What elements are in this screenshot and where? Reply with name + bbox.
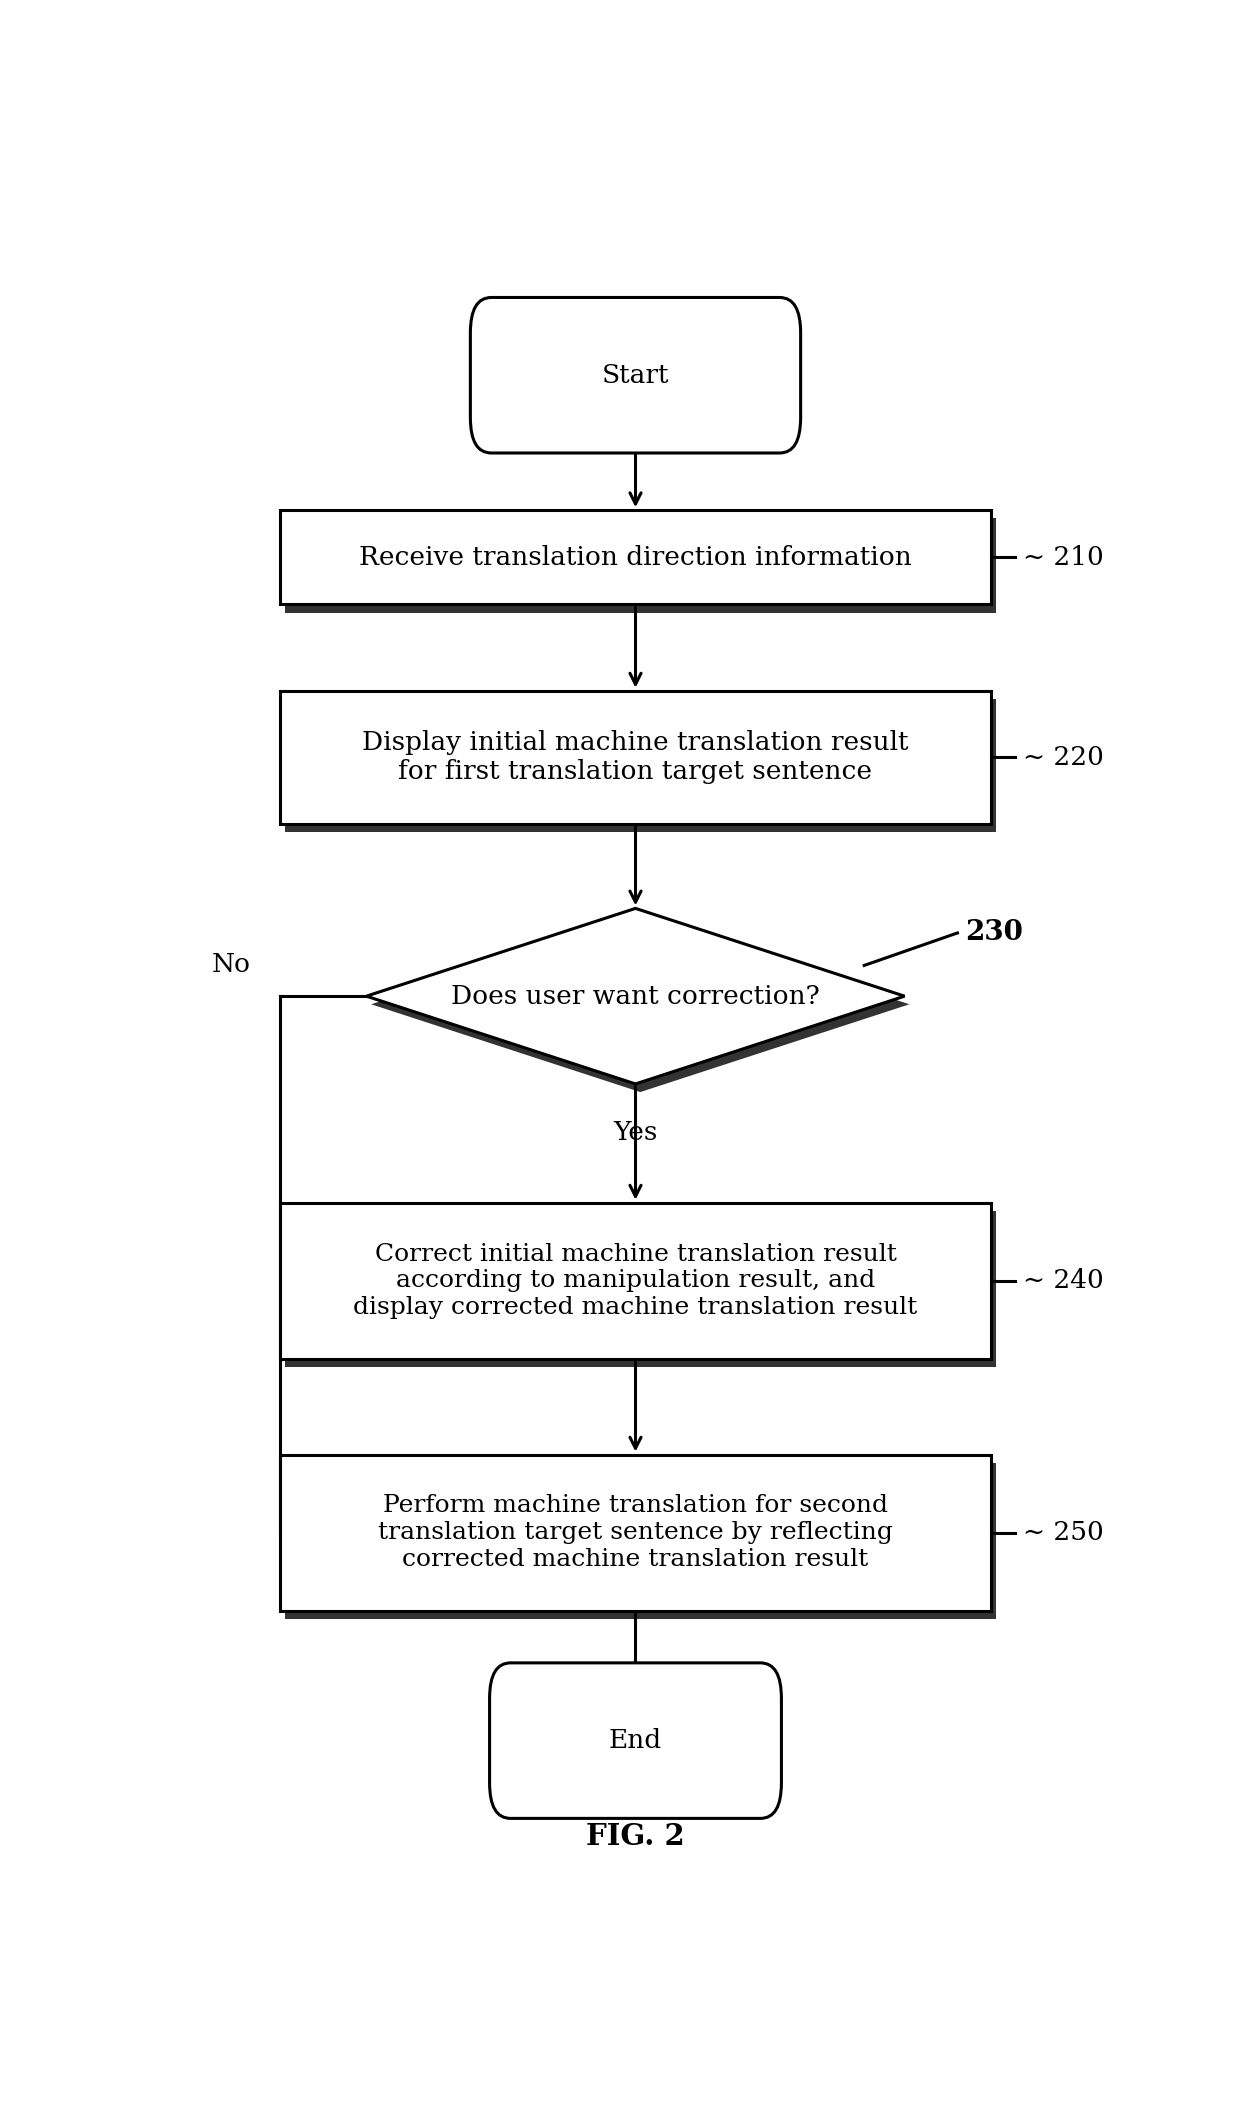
- Bar: [280, 511, 991, 604]
- Text: ~ 210: ~ 210: [1023, 545, 1104, 570]
- Bar: [280, 1454, 991, 1611]
- Text: Yes: Yes: [614, 1119, 657, 1144]
- Bar: [285, 1463, 996, 1619]
- Text: 230: 230: [965, 920, 1023, 946]
- Bar: [280, 690, 991, 823]
- Text: Does user want correction?: Does user want correction?: [451, 984, 820, 1009]
- FancyBboxPatch shape: [490, 1663, 781, 1818]
- Polygon shape: [367, 908, 905, 1083]
- Text: Perform machine translation for second
translation target sentence by reflecting: Perform machine translation for second t…: [378, 1495, 893, 1571]
- Text: Receive translation direction information: Receive translation direction informatio…: [360, 545, 911, 570]
- Text: ~ 250: ~ 250: [1023, 1520, 1104, 1545]
- FancyBboxPatch shape: [470, 298, 801, 454]
- Polygon shape: [371, 916, 909, 1091]
- Bar: [280, 1203, 991, 1359]
- Bar: [285, 1212, 996, 1366]
- Text: ~ 220: ~ 220: [1023, 745, 1104, 771]
- Text: FIG. 2: FIG. 2: [587, 1822, 684, 1851]
- Text: No: No: [212, 952, 250, 977]
- Text: Display initial machine translation result
for first translation target sentence: Display initial machine translation resu…: [362, 730, 909, 783]
- Text: Start: Start: [601, 363, 670, 388]
- Text: End: End: [609, 1729, 662, 1752]
- Text: Correct initial machine translation result
according to manipulation result, and: Correct initial machine translation resu…: [353, 1243, 918, 1319]
- Text: ~ 240: ~ 240: [1023, 1269, 1104, 1294]
- Bar: [285, 699, 996, 832]
- Bar: [285, 519, 996, 612]
